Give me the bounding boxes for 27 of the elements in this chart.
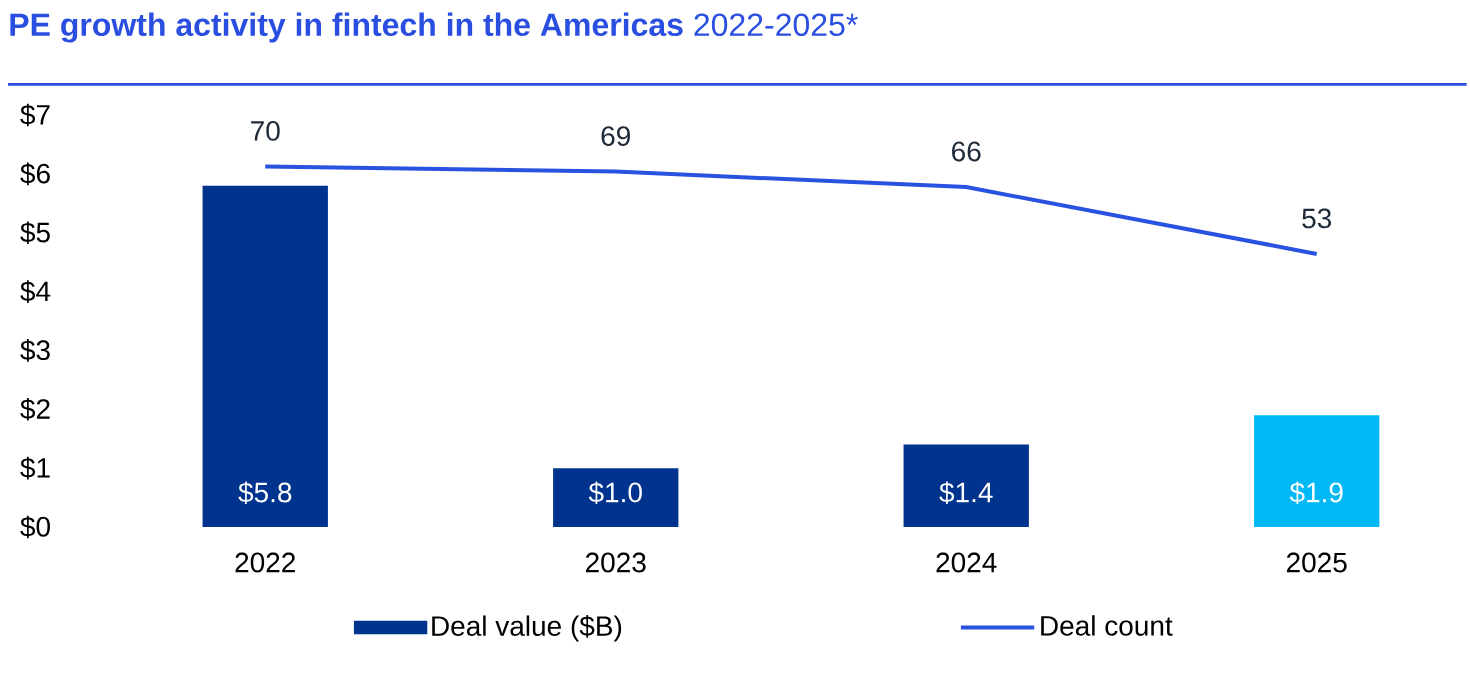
legend-label: Deal value ($B): [432, 615, 622, 642]
data-label: 70: [251, 121, 280, 141]
y-tick-label: $3: [20, 339, 50, 362]
y-tick-label: $0: [20, 515, 50, 539]
data-label: $1.9: [1289, 481, 1343, 505]
y-tick-label: $5: [20, 221, 50, 245]
x-tick-label: 2022: [235, 552, 295, 573]
data-label: $5.8: [238, 481, 292, 505]
chart-title: PE growth activity in fintech in the Americas 2022-2025*: [10, 12, 858, 43]
y-tick-label: $7: [20, 103, 50, 127]
x-tick-label: 2024: [936, 552, 997, 573]
data-label: $1.0: [588, 481, 642, 505]
data-label: 66: [952, 141, 981, 162]
x-tick-label: 2025: [1286, 552, 1347, 573]
data-label: $1.4: [939, 481, 993, 505]
bar: [1254, 415, 1380, 527]
bar: [202, 185, 328, 527]
x-tick-label: 2023: [585, 552, 646, 573]
legend-label: Deal count: [1041, 615, 1173, 636]
y-tick-label: $2: [20, 397, 50, 421]
bar: [553, 468, 679, 527]
y-tick-label: $1: [20, 456, 50, 480]
bar: [903, 444, 1029, 527]
data-label: 69: [601, 126, 630, 147]
y-tick-label: $6: [20, 162, 50, 186]
data-label: 53: [1302, 208, 1332, 229]
y-tick-label: $4: [20, 280, 51, 303]
